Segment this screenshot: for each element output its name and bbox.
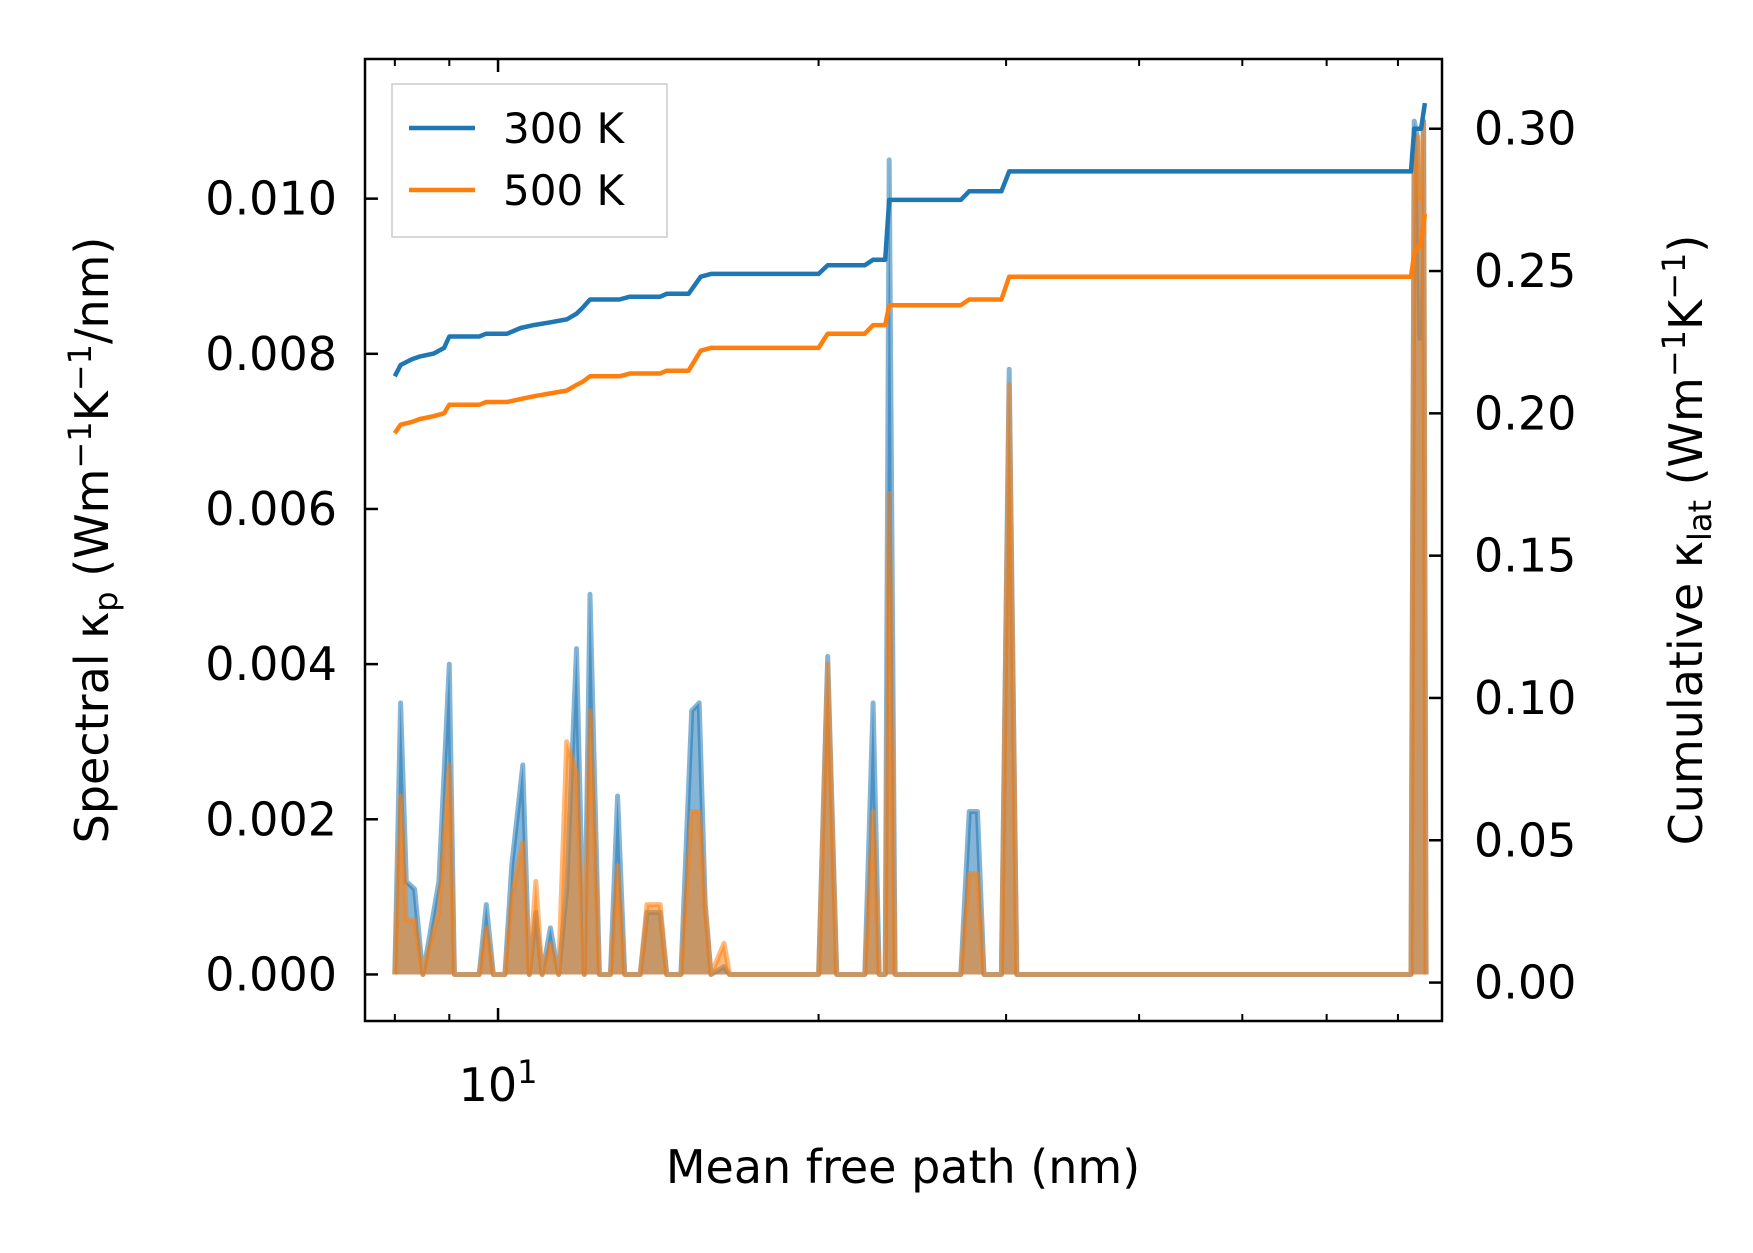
y-axis-right-label-sub: lat xyxy=(1681,500,1719,541)
x-axis-label: Mean free path (nm) xyxy=(666,1140,1140,1194)
y-axis-left-label-sub: p xyxy=(87,591,125,611)
cumulative-line-300k xyxy=(392,102,1428,378)
legend-label-500k: 500 K xyxy=(503,166,626,215)
y-axis-right-label-exp-b: −1 xyxy=(1655,253,1693,300)
y-right-tick-label: 0.25 xyxy=(1474,244,1576,298)
spectral-line-500k xyxy=(392,118,1429,977)
y-right-tick-label: 0.10 xyxy=(1474,671,1576,725)
y-left-tick-label: 0.006 xyxy=(205,482,337,536)
y-axis-left-label-unit-a: (Wm xyxy=(65,469,119,592)
y-axis-left-label-main: Spectral κ xyxy=(65,612,119,844)
y-right-tick-label: 0.00 xyxy=(1474,956,1576,1010)
y-right-tick-label: 0.05 xyxy=(1474,813,1576,867)
axis-ticks: 0.000 0.002 0.004 0.006 0.008 0.010 0.00 0.05 0.… xyxy=(205,59,1576,1112)
legend-box xyxy=(391,83,668,238)
y-axis-right-label-unit-a: (Wm xyxy=(1659,377,1713,500)
legend: 300 K 500 K xyxy=(391,83,668,238)
y-left-tick-label: 0.010 xyxy=(205,172,337,226)
y-axis-left-label: Spectral κp (Wm−1K−1/nm) xyxy=(61,237,125,844)
y-axis-right-label-unit-b: K xyxy=(1659,298,1713,330)
y-axis-left-label-exp-b: −1 xyxy=(61,344,99,391)
x-tick-label-base: 10 xyxy=(459,1058,518,1112)
y-left-tick-label: 0.002 xyxy=(205,792,337,846)
y-right-tick-label: 0.30 xyxy=(1474,102,1576,156)
y-left-tick-label: 0.004 xyxy=(205,637,337,691)
legend-label-300k: 300 K xyxy=(503,104,626,153)
y-left-tick-label: 0.008 xyxy=(205,327,337,381)
y-right-tick-label: 0.15 xyxy=(1474,529,1576,583)
y-axis-right-label-main: Cumulative κ xyxy=(1659,541,1713,845)
plot-area xyxy=(392,102,1429,977)
axes-frame xyxy=(363,57,1444,1023)
y-axis-left-label-exp-a: −1 xyxy=(61,421,99,468)
x-tick-label-exponent: 1 xyxy=(517,1053,537,1091)
y-left-tick-label: 0.000 xyxy=(205,947,337,1001)
x-tick-label: 101 xyxy=(459,1053,538,1112)
y-axis-left-label-unit-b: K xyxy=(65,389,119,421)
y-axis-right-label: Cumulative κlat (Wm−1K−1) xyxy=(1655,235,1719,846)
y-axis-right-label-exp-a: −1 xyxy=(1655,330,1693,377)
cumulative-line-500k xyxy=(392,213,1428,435)
y-axis-right-label-unit-c: ) xyxy=(1659,235,1713,253)
y-axis-left-label-unit-c: /nm) xyxy=(65,237,119,344)
y-right-tick-label: 0.20 xyxy=(1474,386,1576,440)
